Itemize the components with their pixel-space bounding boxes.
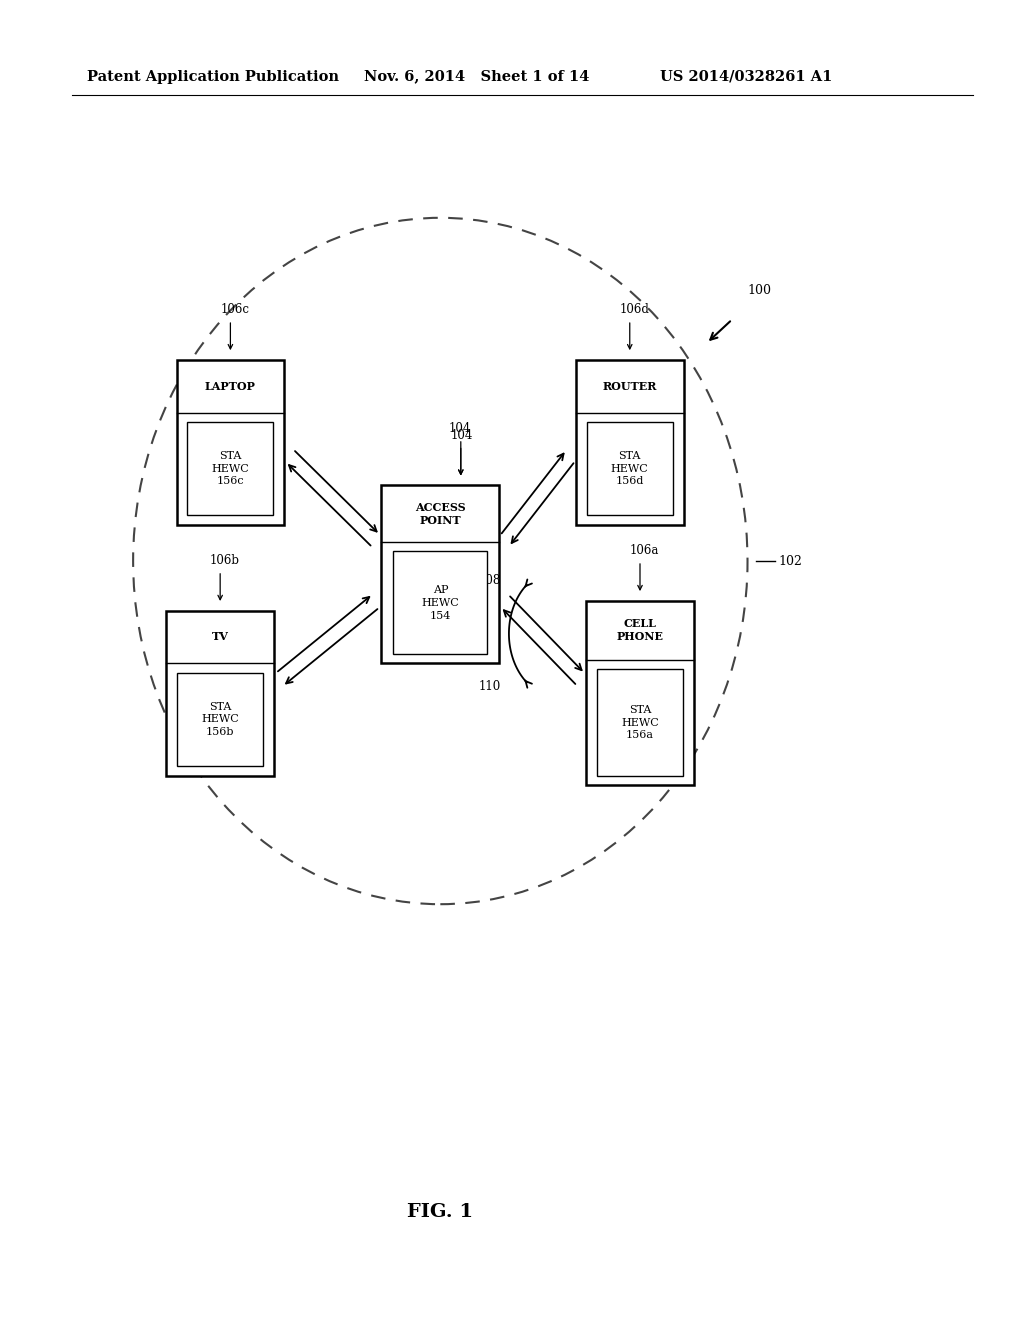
Text: 104: 104 bbox=[449, 422, 471, 436]
Text: Nov. 6, 2014   Sheet 1 of 14: Nov. 6, 2014 Sheet 1 of 14 bbox=[364, 70, 589, 83]
FancyBboxPatch shape bbox=[177, 359, 285, 524]
Text: US 2014/0328261 A1: US 2014/0328261 A1 bbox=[660, 70, 833, 83]
Text: STA
HEWC
156a: STA HEWC 156a bbox=[622, 705, 658, 741]
Text: 106d: 106d bbox=[620, 304, 649, 315]
Text: 110: 110 bbox=[478, 680, 501, 693]
Text: AP
HEWC
154: AP HEWC 154 bbox=[422, 585, 459, 620]
Text: CELL
PHONE: CELL PHONE bbox=[616, 618, 664, 642]
Text: LAPTOP: LAPTOP bbox=[205, 380, 256, 392]
FancyBboxPatch shape bbox=[166, 610, 274, 776]
Text: 106c: 106c bbox=[220, 304, 249, 315]
Text: STA
HEWC
156b: STA HEWC 156b bbox=[202, 702, 239, 737]
Text: STA
HEWC
156d: STA HEWC 156d bbox=[611, 451, 648, 486]
Text: Patent Application Publication: Patent Application Publication bbox=[87, 70, 339, 83]
Text: ROUTER: ROUTER bbox=[602, 380, 657, 392]
FancyBboxPatch shape bbox=[587, 422, 673, 515]
Text: FIG. 1: FIG. 1 bbox=[408, 1203, 473, 1221]
FancyBboxPatch shape bbox=[187, 422, 273, 515]
FancyBboxPatch shape bbox=[393, 552, 487, 655]
Text: ACCESS
POINT: ACCESS POINT bbox=[415, 502, 466, 525]
Text: 104: 104 bbox=[451, 429, 473, 441]
Text: 106b: 106b bbox=[210, 554, 240, 568]
FancyBboxPatch shape bbox=[177, 672, 263, 766]
Text: 106a: 106a bbox=[630, 544, 659, 557]
Text: 100: 100 bbox=[748, 284, 771, 297]
FancyBboxPatch shape bbox=[381, 486, 500, 664]
FancyBboxPatch shape bbox=[597, 669, 683, 776]
Text: 102: 102 bbox=[778, 554, 802, 568]
Text: TV: TV bbox=[212, 631, 228, 643]
FancyBboxPatch shape bbox=[586, 601, 694, 785]
FancyBboxPatch shape bbox=[575, 359, 684, 524]
Text: STA
HEWC
156c: STA HEWC 156c bbox=[212, 451, 249, 486]
Text: 108: 108 bbox=[478, 574, 501, 587]
